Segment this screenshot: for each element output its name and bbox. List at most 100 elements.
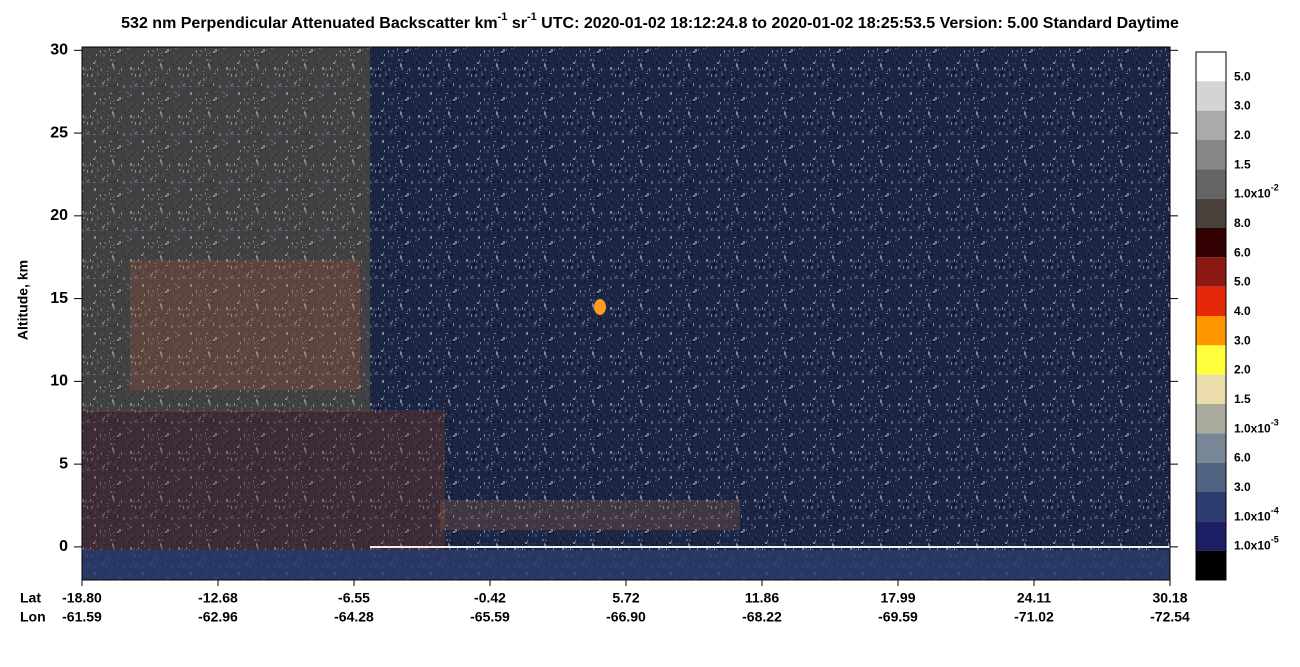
title-text: 532 nm Perpendicular Attenuated Backscat… [121,15,497,32]
colorbar-label: 1.5 [1234,158,1251,172]
colorbar-swatch [1196,521,1226,551]
lat-label: -18.80 [62,590,102,606]
colorbar-swatch [1196,316,1226,346]
colorbar-swatch [1196,228,1226,258]
colorbar-label: 8.0 [1234,216,1251,230]
lat-label: 11.86 [745,590,779,606]
colorbar-label: 3.0 [1234,480,1251,494]
noise-region [82,410,445,550]
lon-label: -71.02 [1014,609,1054,625]
colorbar-label: 1.0x10-3 [1234,418,1279,436]
colorbar-label-text: 3.0 [1234,480,1251,494]
lat-label: -6.55 [338,590,370,606]
lon-label: -61.59 [62,609,102,625]
colorbar-label: 6.0 [1234,451,1251,465]
colorbar-swatch [1196,433,1226,463]
y-tick-label: 20 [50,207,68,224]
colorbar-swatch [1196,81,1226,111]
cloud-region [130,260,360,390]
colorbar-swatch [1196,140,1226,170]
colorbar-label-text: 5.0 [1234,70,1251,84]
colorbar-label-text: 1.0x10 [1234,422,1271,436]
lat-label: 17.99 [880,590,915,606]
colorbar-swatch [1196,404,1226,434]
title-sup: -1 [498,11,508,23]
colorbar-swatch [1196,169,1226,199]
lat-label: 5.72 [612,590,639,606]
colorbar-swatch [1196,52,1226,82]
colorbar-swatch [1196,110,1226,140]
colorbar-label-sup: -3 [1271,418,1279,428]
lon-label: -69.59 [878,609,918,625]
y-tick-label: 25 [50,124,68,141]
colorbar-label: 2.0 [1234,128,1251,142]
plot-area [81,46,1171,581]
colorbar-label: 3.0 [1234,334,1251,348]
colorbar-label-text: 1.5 [1234,392,1251,406]
colorbar-label-text: 3.0 [1234,334,1251,348]
y-tick-label: 10 [50,373,68,390]
colorbar-label: 3.0 [1234,99,1251,113]
cloud-spot [594,299,606,315]
lat-label: -12.68 [198,590,238,606]
colorbar-label-sup: -5 [1271,535,1279,545]
aerosol-region [82,47,370,412]
lon-label: -72.54 [1150,609,1190,625]
colorbar-label: 1.0x10-4 [1234,506,1279,524]
colorbar-label-text: 3.0 [1234,99,1251,113]
colorbar-label-text: 6.0 [1234,246,1251,260]
lon-label: -62.96 [198,609,238,625]
lat-label: -0.42 [474,590,506,606]
lat-label: 24.11 [1017,590,1051,606]
title-text: sr [507,15,527,32]
colorbar-label: 5.0 [1234,275,1251,289]
colorbar-label: 1.5 [1234,392,1251,406]
colorbar-swatch [1196,345,1226,375]
colorbar-label-text: 1.0x10 [1234,539,1271,553]
x-row-title: Lat [20,590,41,606]
colorbar-frame [1195,51,1227,581]
chart-title: 532 nm Perpendicular Attenuated Backscat… [121,11,1179,32]
colorbar-swatch [1196,286,1226,316]
colorbar-label: 6.0 [1234,246,1251,260]
colorbar-swatch [1196,492,1226,522]
lon-label: -65.59 [470,609,510,625]
y-tick-label: 30 [50,42,68,59]
colorbar-label-text: 2.0 [1234,128,1251,142]
colorbar-label: 4.0 [1234,304,1251,318]
colorbar-label-text: 4.0 [1234,304,1251,318]
colorbar-label-sup: -2 [1271,183,1279,193]
y-axis-label: Altitude, km [15,260,31,340]
colorbar-label-sup: -4 [1271,506,1279,516]
y-tick-label: 15 [50,290,68,307]
colorbar-label-text: 2.0 [1234,363,1251,377]
colorbar-label-text: 1.5 [1234,158,1251,172]
y-tick-label: 5 [59,455,68,472]
lon-label: -64.28 [334,609,374,625]
lon-label: -66.90 [606,609,646,625]
texture [82,47,1170,580]
colorbar-label: 1.0x10-5 [1234,535,1279,553]
colorbar-swatch [1196,374,1226,404]
title-text: UTC: 2020-01-02 18:12:24.8 to 2020-01-02… [537,15,1179,32]
colorbar-label-text: 1.0x10 [1234,510,1271,524]
colorbar-label-text: 6.0 [1234,451,1251,465]
colorbar-label-text: 1.0x10 [1234,187,1271,201]
colorbar-label: 5.0 [1234,70,1251,84]
colorbar-label-text: 8.0 [1234,216,1251,230]
x-row-title: Lon [20,609,46,625]
colorbar-swatch [1196,462,1226,492]
colorbar-label: 2.0 [1234,363,1251,377]
colorbar-swatch [1196,198,1226,228]
boundary-layer [440,500,740,530]
title-sup: -1 [527,11,537,23]
subsurface [82,550,1170,580]
colorbar-label: 1.0x10-2 [1234,183,1279,201]
lat-label: 30.18 [1152,590,1187,606]
colorbar-swatch [1196,550,1226,580]
y-tick-label: 0 [59,538,68,555]
colorbar-swatch [1196,257,1226,287]
lon-label: -68.22 [742,609,782,625]
